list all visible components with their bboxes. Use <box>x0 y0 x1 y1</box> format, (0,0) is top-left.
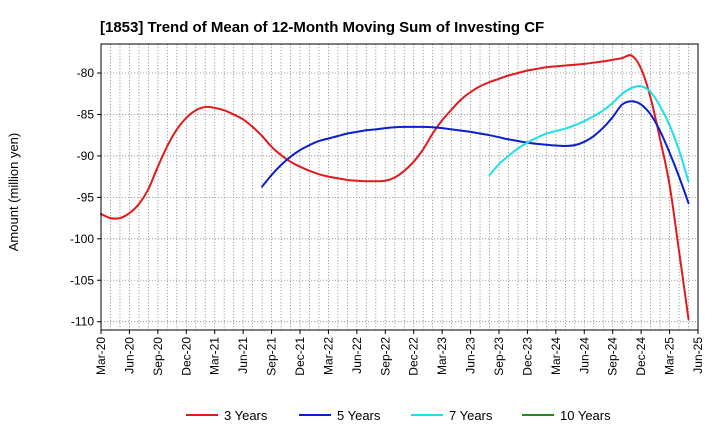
y-tick-label: -95 <box>77 190 95 204</box>
x-tick-label: Jun-25 <box>691 337 705 374</box>
grid <box>101 44 698 330</box>
y-tick-label: -105 <box>70 273 94 287</box>
x-tick-label: Jun-23 <box>464 337 478 374</box>
y-tick-label: -110 <box>71 315 94 329</box>
x-tick-label: Jun-20 <box>122 337 136 374</box>
y-tick-label: -85 <box>77 107 95 121</box>
x-tick-label: Sep-24 <box>606 337 620 376</box>
x-tick-label: Jun-24 <box>577 337 591 374</box>
series-line-5-years <box>261 100 690 205</box>
x-tick-label: Dec-21 <box>293 337 307 376</box>
x-tick-label: Sep-23 <box>492 337 506 376</box>
x-axis: Mar-20 Jun-20 Sep-20 Dec-20 Mar-21 Jun-21 Sep-… <box>94 330 705 376</box>
y-tick-label: -80 <box>77 66 95 80</box>
x-tick-label: Mar-21 <box>208 337 222 375</box>
y-axis: -80 -85 -90 -95 -100 -105 -110 <box>70 66 101 329</box>
legend-label: 7 Years <box>449 408 493 423</box>
x-tick-label: Dec-24 <box>634 337 648 376</box>
x-tick-label: Dec-20 <box>179 337 193 376</box>
x-tick-label: Sep-22 <box>378 337 392 376</box>
x-tick-label: Mar-24 <box>549 337 563 375</box>
legend-label: 5 Years <box>337 408 381 423</box>
x-tick-label: Dec-22 <box>407 337 421 376</box>
series-lines <box>100 54 690 321</box>
chart-title: [1853] Trend of Mean of 12-Month Moving … <box>100 19 544 36</box>
x-tick-label: Sep-20 <box>151 337 165 376</box>
legend-label: 10 Years <box>560 408 611 423</box>
legend: 3 Years 5 Years 7 Years 10 Years <box>186 408 611 423</box>
x-tick-label: Mar-20 <box>94 337 108 375</box>
y-tick-label: -100 <box>70 232 94 246</box>
plot-area-frame <box>101 44 698 330</box>
y-axis-label: Amount (million yen) <box>6 133 21 252</box>
plot-border <box>100 43 699 331</box>
x-tick-label: Jun-22 <box>350 337 364 374</box>
y-tick-label: -90 <box>77 149 95 163</box>
series-line-7-years <box>488 85 690 183</box>
series-line-3-years <box>100 54 690 321</box>
x-tick-label: Dec-23 <box>520 337 534 376</box>
x-tick-label: Mar-23 <box>435 337 449 375</box>
x-tick-label: Jun-21 <box>236 337 250 374</box>
x-tick-label: Mar-25 <box>663 337 677 375</box>
x-tick-label: Mar-22 <box>321 337 335 375</box>
x-tick-label: Sep-21 <box>265 337 279 376</box>
legend-label: 3 Years <box>224 408 268 423</box>
